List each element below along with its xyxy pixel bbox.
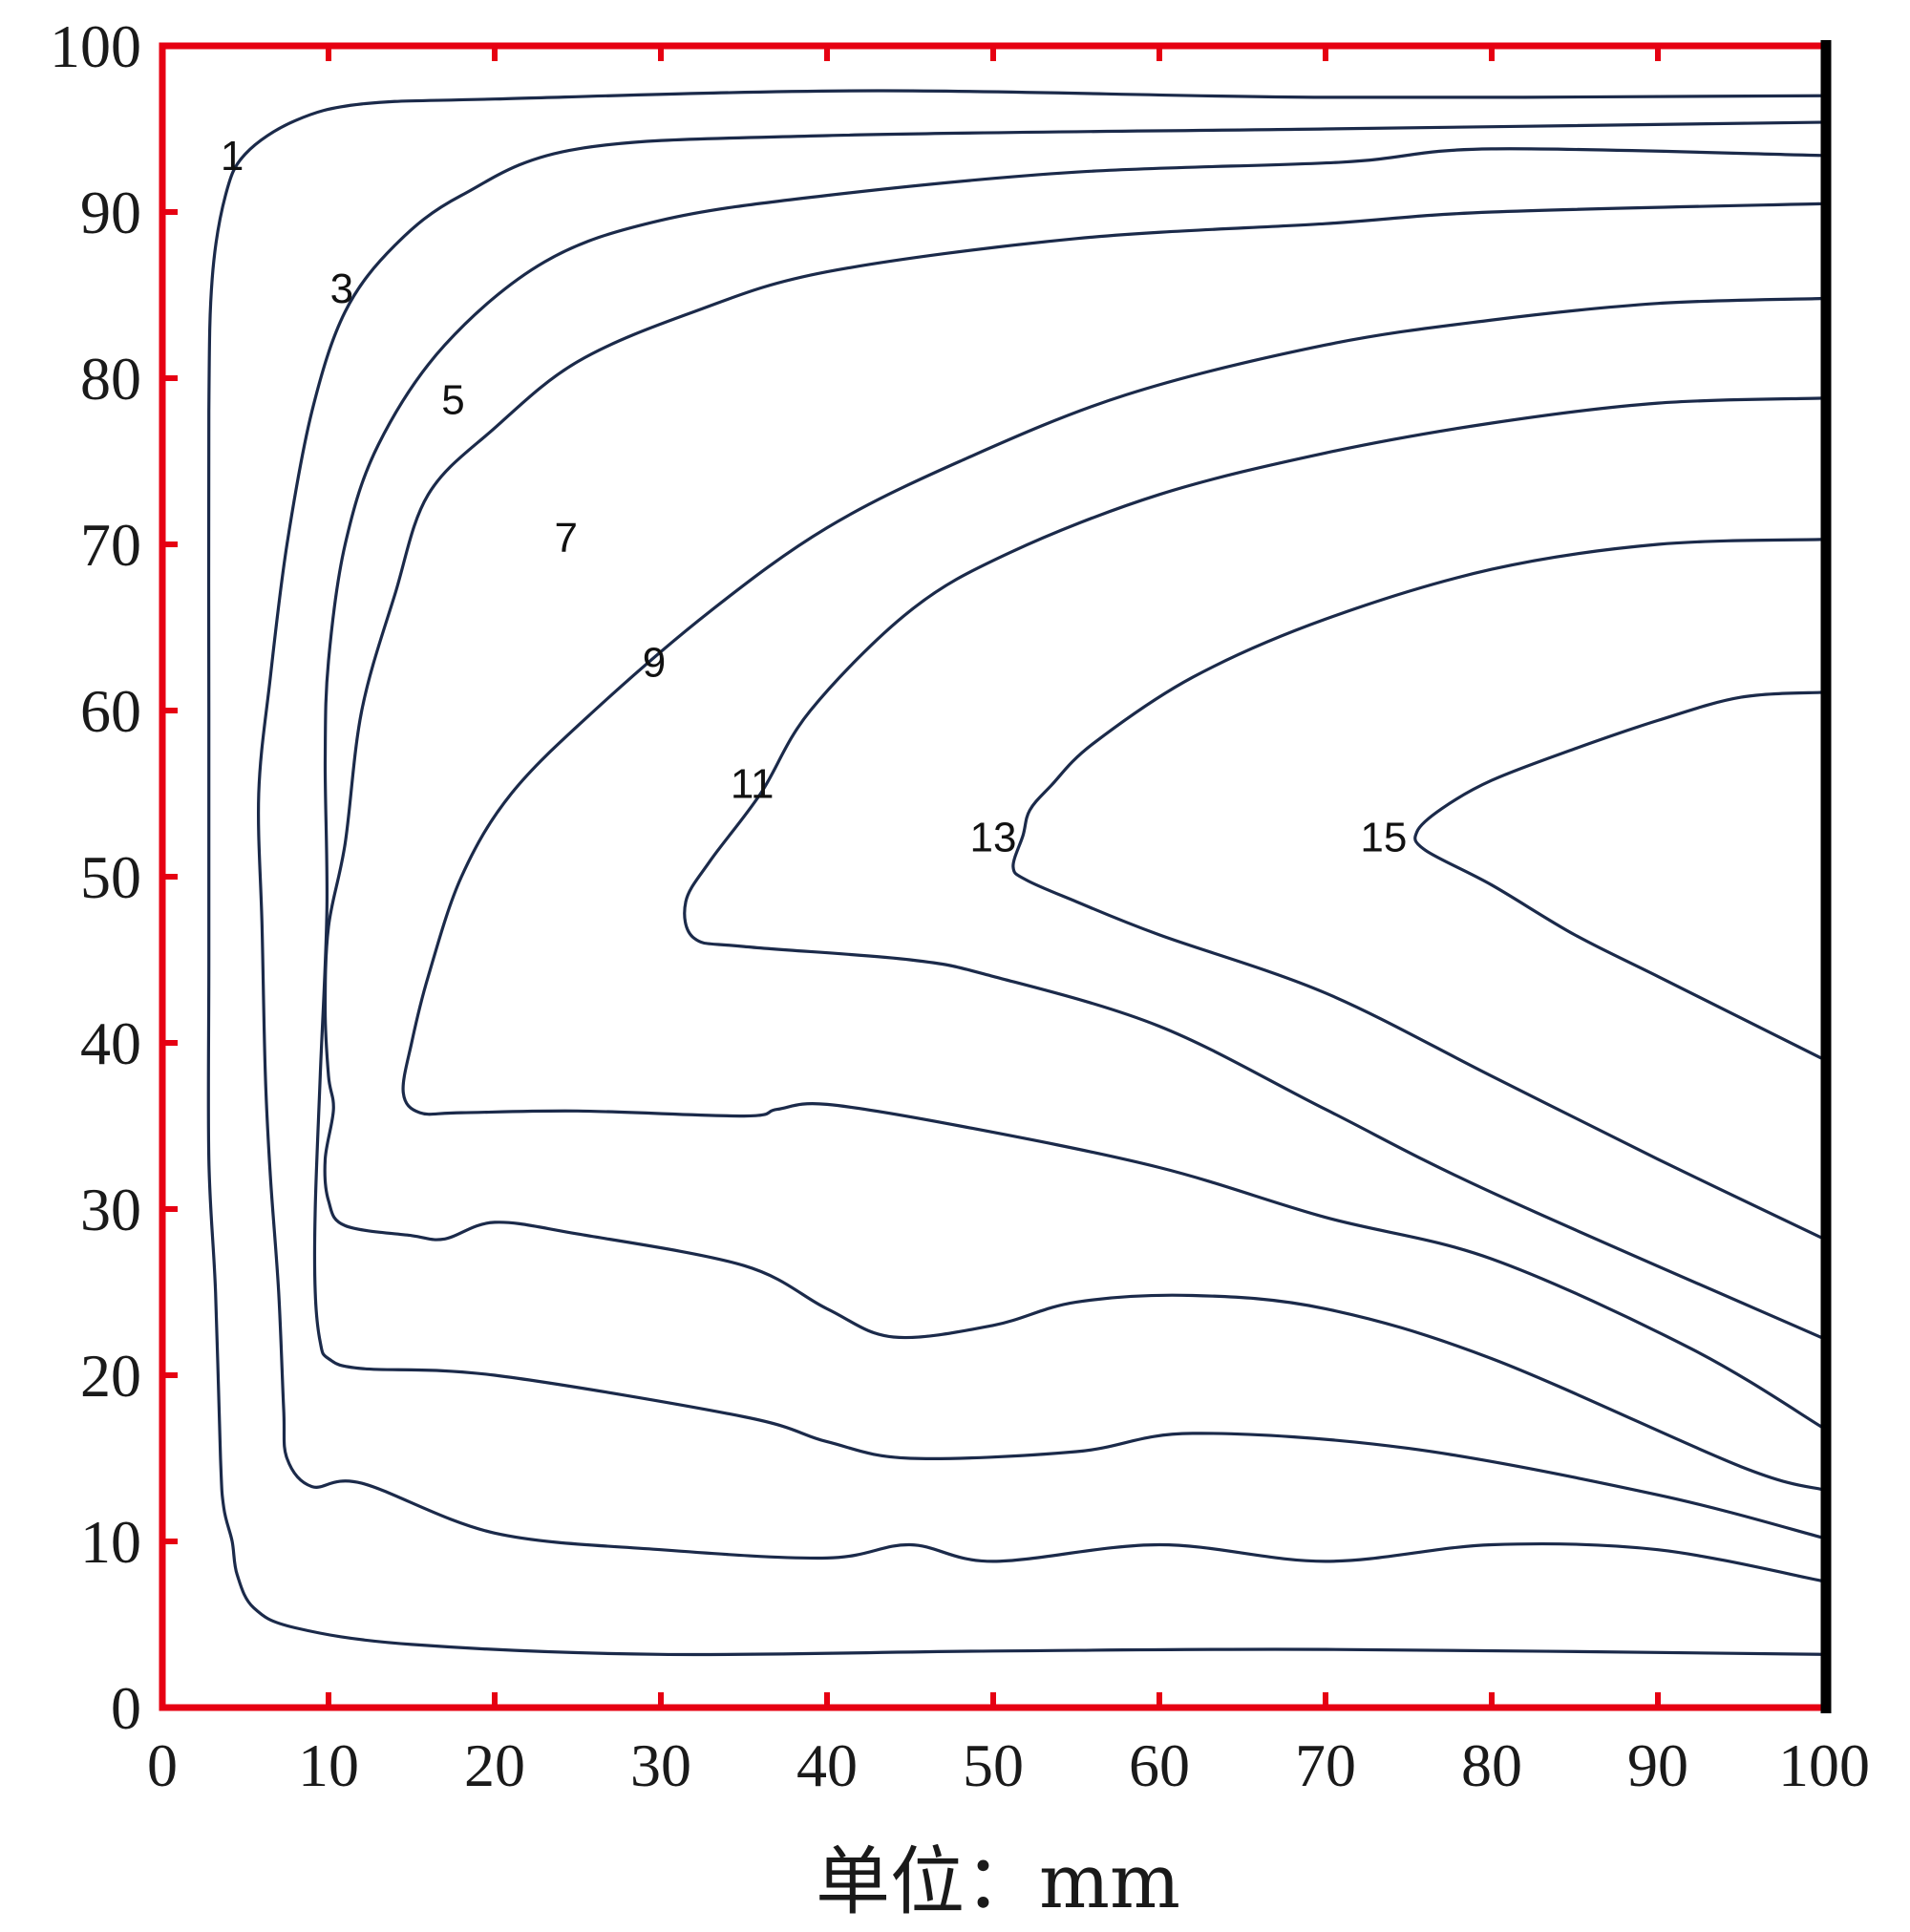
- y-tick-label: 40: [80, 1009, 141, 1077]
- contour-line-9: [401, 296, 1826, 1431]
- contour-label-7: 7: [555, 515, 578, 562]
- contour-label-1: 1: [221, 133, 244, 180]
- x-tick-label: 0: [147, 1731, 178, 1799]
- x-tick-label: 70: [1295, 1731, 1356, 1799]
- contour-label-5: 5: [441, 377, 464, 424]
- x-tick-label: 80: [1461, 1731, 1522, 1799]
- x-tick-label: 50: [963, 1731, 1024, 1799]
- contour-line-5: [312, 147, 1826, 1540]
- y-tick-label: 20: [80, 1342, 141, 1410]
- contour-lines: [206, 89, 1826, 1657]
- x-tick-label: 10: [298, 1731, 359, 1799]
- contour-label-13: 13: [970, 814, 1017, 860]
- contour-line-11: [683, 396, 1826, 1341]
- x-tick-label: 30: [630, 1731, 691, 1799]
- y-tick-label: 10: [80, 1508, 141, 1576]
- x-tick-label: 40: [796, 1731, 858, 1799]
- contour-line-3: [256, 120, 1826, 1583]
- contour-label-9: 9: [643, 640, 666, 687]
- contour-line-7: [323, 202, 1826, 1492]
- contour-line-13: [1011, 538, 1826, 1241]
- y-tick-label: 30: [80, 1176, 141, 1243]
- y-tick-label: 90: [80, 179, 141, 246]
- contour-line-15: [1413, 690, 1826, 1061]
- x-tick-label: 20: [464, 1731, 525, 1799]
- contour-label-15: 15: [1360, 814, 1407, 860]
- y-tick-label: 70: [80, 511, 141, 579]
- axis-ticks: [162, 46, 1661, 1708]
- x-axis-unit-label: 单位：mm: [816, 1839, 1180, 1925]
- y-tick-label: 80: [80, 345, 141, 413]
- contour-label-11: 11: [731, 761, 775, 808]
- contour-line-1: [206, 89, 1826, 1657]
- x-tick-label: 100: [1778, 1731, 1870, 1799]
- y-tick-label: 100: [50, 12, 141, 80]
- axis-tick-labels: 0 10 20 30 40 50 60 70 80 90 100 0 10 20 30 40 50 60 70 80 9…: [50, 12, 1870, 1799]
- y-tick-label: 60: [80, 677, 141, 745]
- x-tick-label: 90: [1627, 1731, 1688, 1799]
- contour-label-3: 3: [330, 265, 353, 312]
- y-tick-label: 0: [111, 1674, 141, 1742]
- x-tick-label: 60: [1129, 1731, 1190, 1799]
- y-tick-label: 50: [80, 843, 141, 911]
